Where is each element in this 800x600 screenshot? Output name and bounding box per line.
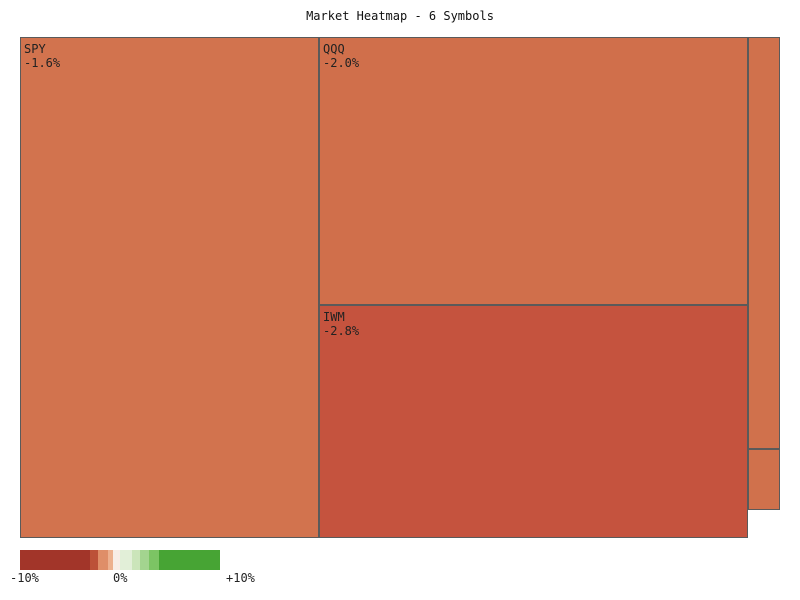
treemap-tile-spy: SPY -1.6% — [20, 37, 319, 538]
legend-colorbar — [20, 550, 220, 570]
tile-change-label: -2.8% — [323, 324, 360, 338]
treemap-tile-qqq: QQQ -2.0% — [319, 37, 748, 305]
tile-change-label: -2.0% — [323, 56, 360, 70]
tile-symbol-label: QQQ — [323, 42, 345, 56]
legend-label-max: +10% — [226, 571, 255, 585]
tile-symbol-label: SPY — [24, 42, 46, 56]
tile-change-label: -1.6% — [24, 56, 61, 70]
legend-label-mid: 0% — [113, 571, 128, 585]
treemap-tile-iwm: IWM -2.8% — [319, 305, 748, 538]
page-title: Market Heatmap - 6 Symbols — [306, 9, 494, 23]
treemap-tile-unlabeled — [748, 37, 780, 449]
tile-symbol-label: IWM — [323, 310, 345, 324]
legend-label-min: -10% — [10, 571, 39, 585]
treemap-tile-unlabeled — [748, 449, 780, 510]
